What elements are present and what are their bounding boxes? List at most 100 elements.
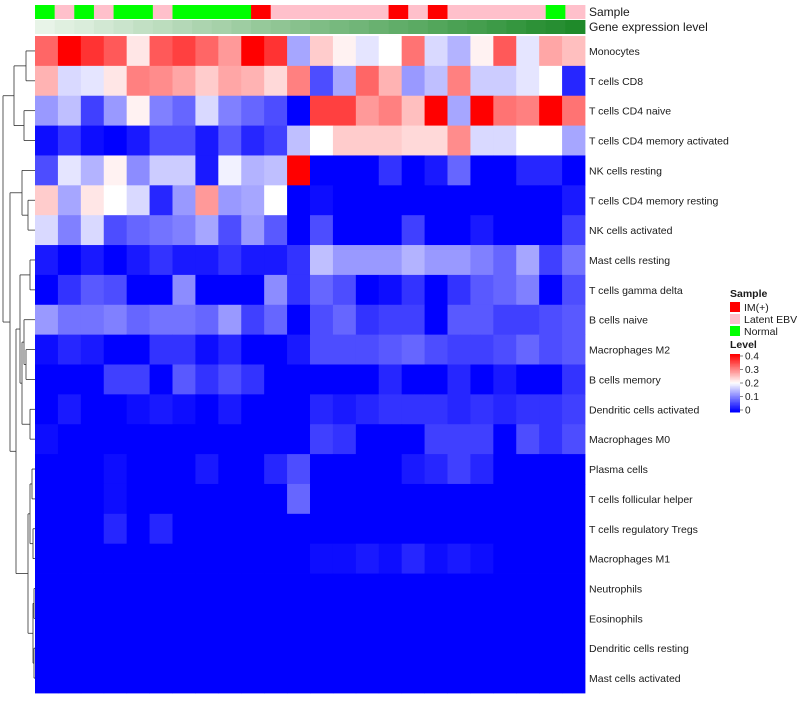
row-label: Macrophages M1 xyxy=(589,554,670,566)
heatmap-cell xyxy=(447,125,471,156)
legend-swatch xyxy=(730,302,740,312)
heatmap-cell xyxy=(493,394,517,425)
heatmap-cell xyxy=(332,633,357,664)
heatmap-cell xyxy=(424,245,448,276)
heatmap-cell xyxy=(516,633,540,664)
heatmap-cell xyxy=(378,95,403,126)
heatmap-cell xyxy=(149,513,173,545)
heatmap-cell xyxy=(447,36,471,67)
heatmap-cell xyxy=(401,424,425,455)
heatmap-cell xyxy=(378,304,403,336)
heatmap-cell xyxy=(516,125,540,156)
heatmap-cell xyxy=(264,573,288,604)
heatmap-cell xyxy=(103,663,128,694)
heatmap-cell xyxy=(539,65,563,97)
legend-color-scale: 0.4 0.3 0.2 0.1 0 xyxy=(730,352,759,417)
heatmap-cell xyxy=(172,334,196,365)
legend-gradient-step xyxy=(730,381,740,384)
heatmap-cell xyxy=(172,663,196,694)
heatmap-cell xyxy=(516,663,540,694)
heatmap-cell xyxy=(332,95,357,126)
heatmap-cell xyxy=(447,155,471,186)
heatmap-cell xyxy=(172,245,196,276)
heatmap-cell xyxy=(149,215,173,246)
heatmap-cell xyxy=(126,603,150,634)
heatmap-cell xyxy=(447,95,471,126)
heatmap-cell xyxy=(172,304,196,336)
legend-gradient-step xyxy=(730,361,740,364)
heatmap-cell xyxy=(516,454,540,485)
heatmap-cell xyxy=(103,334,128,365)
heatmap-cell xyxy=(493,424,517,455)
heatmap-cell xyxy=(539,663,563,694)
heatmap-cell xyxy=(287,543,311,574)
heatmap-cell xyxy=(378,215,403,246)
heatmap-cell xyxy=(103,483,128,515)
heatmap-cell xyxy=(218,245,242,276)
legend-gradient-step xyxy=(730,371,740,374)
heatmap-cell xyxy=(57,663,82,694)
sample-annotation-cell xyxy=(74,5,95,19)
heatmap-cell xyxy=(378,633,403,664)
heatmap-cell xyxy=(126,304,150,336)
heatmap-cell xyxy=(241,483,265,515)
heatmap-cell xyxy=(103,364,128,395)
heatmap-cell xyxy=(126,483,150,515)
heatmap-cell xyxy=(378,663,403,694)
heatmap-cell xyxy=(149,65,173,97)
legend-gradient-step xyxy=(730,375,740,378)
heatmap-cell xyxy=(310,95,334,126)
heatmap-cell xyxy=(332,424,357,455)
gene-expression-annotation-cell xyxy=(74,20,95,34)
heatmap-cell xyxy=(287,245,311,276)
heatmap-cell xyxy=(218,304,242,336)
heatmap-cell xyxy=(493,633,517,664)
heatmap-cell xyxy=(562,513,586,545)
annotation-label-gene-expression: Gene expression level xyxy=(589,20,708,34)
row-label: T cells gamma delta xyxy=(589,285,683,297)
heatmap-cell xyxy=(355,65,380,97)
heatmap-cell xyxy=(493,663,517,694)
heatmap-cell xyxy=(447,424,471,455)
heatmap-cell xyxy=(287,573,311,604)
heatmap-cell xyxy=(126,334,150,365)
heatmap-cell xyxy=(149,454,173,485)
heatmap-cell xyxy=(195,125,219,156)
heatmap-cell xyxy=(539,215,563,246)
heatmap-cell xyxy=(310,364,334,395)
legend-gradient-step xyxy=(730,362,740,365)
legend-gradient-step xyxy=(730,384,740,387)
legend-gradient-step xyxy=(730,394,740,397)
heatmap-cell xyxy=(562,274,586,306)
heatmap-cell xyxy=(493,185,517,216)
heatmap-cell xyxy=(562,454,586,485)
heatmap-cell xyxy=(401,65,425,97)
heatmap-cell xyxy=(562,95,586,126)
heatmap-cell xyxy=(562,215,586,246)
heatmap-cell xyxy=(424,573,448,604)
sample-annotation-cell xyxy=(506,5,527,19)
heatmap-cell xyxy=(332,274,357,306)
heatmap-cell xyxy=(310,543,334,574)
heatmap-cell xyxy=(447,65,471,97)
heatmap-cell xyxy=(378,274,403,306)
heatmap-cell xyxy=(218,573,242,604)
heatmap-cell xyxy=(424,454,448,485)
heatmap-cell xyxy=(539,454,563,485)
heatmap-cell xyxy=(401,454,425,485)
heatmap-cell xyxy=(126,454,150,485)
heatmap-cell xyxy=(332,304,357,336)
heatmap-cell xyxy=(35,633,59,664)
heatmap-cell xyxy=(241,513,265,545)
heatmap-cell xyxy=(516,304,540,336)
heatmap-cell xyxy=(103,125,128,156)
heatmap-cell xyxy=(493,274,517,306)
heatmap-cell xyxy=(539,394,563,425)
heatmap-cell xyxy=(493,603,517,634)
heatmap-cell xyxy=(241,633,265,664)
heatmap-cell xyxy=(35,65,59,97)
heatmap-cell xyxy=(126,215,150,246)
heatmap-cell xyxy=(355,603,380,634)
heatmap-cell xyxy=(149,304,173,336)
